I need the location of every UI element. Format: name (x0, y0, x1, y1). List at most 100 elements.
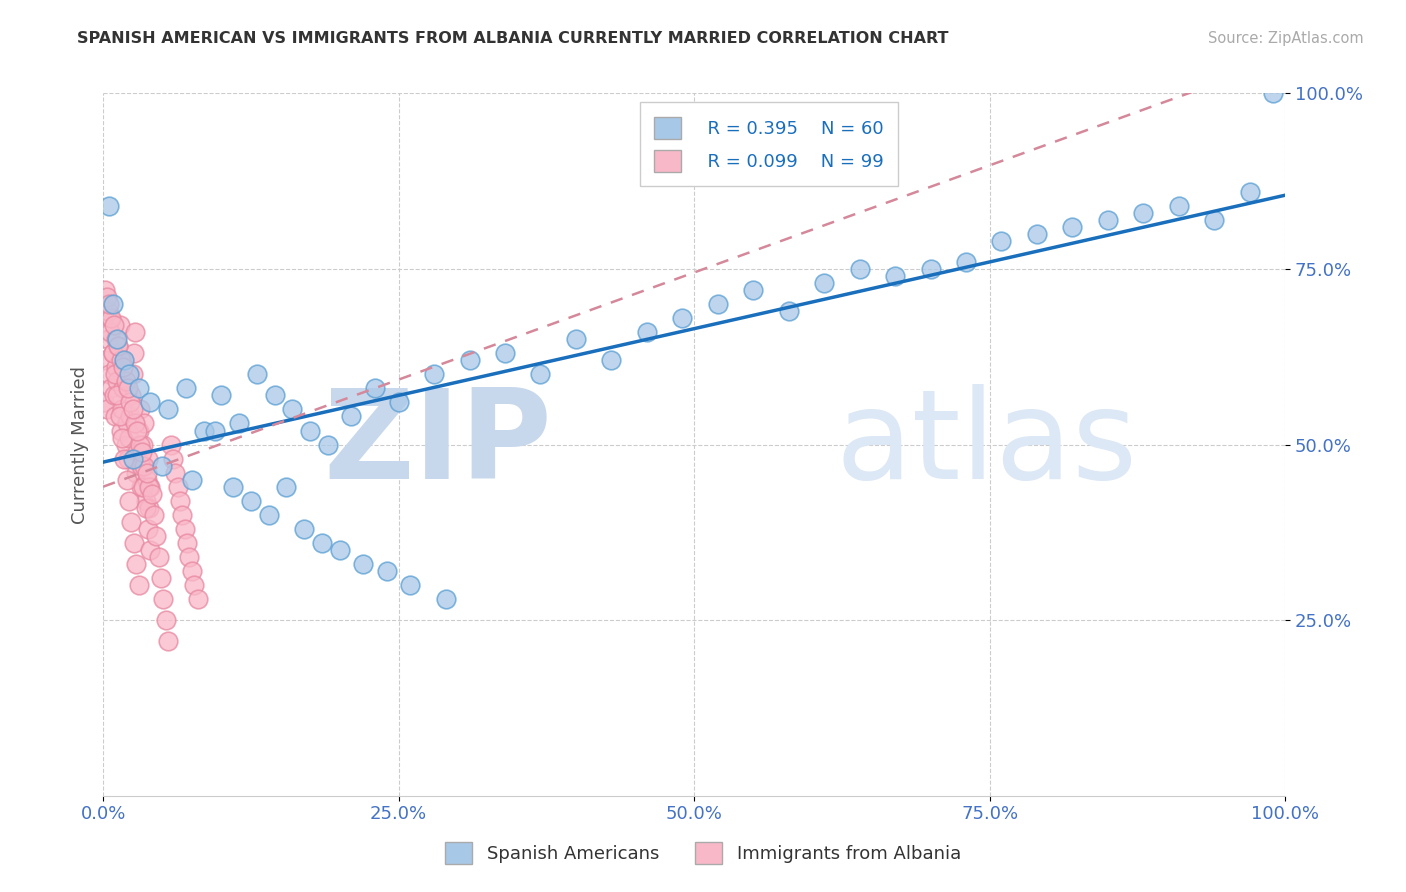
Point (93, 395, 115, 409)
Point (124, 325, 146, 339)
Point (136, 451, 159, 466)
Point (128, 402, 150, 417)
Point (246, 368, 269, 382)
Point (122, 536, 145, 550)
Point (105, 388, 128, 402)
Point (1097, 212, 1119, 227)
Point (105, 332, 128, 346)
Point (399, 578, 422, 592)
Text: ZIP: ZIP (323, 384, 553, 505)
Point (105, 360, 128, 375)
Point (180, 473, 202, 487)
Point (222, 480, 245, 494)
Point (1026, 227, 1049, 241)
Point (193, 424, 215, 438)
Point (328, 543, 350, 558)
Point (138, 480, 160, 494)
Point (145, 529, 167, 543)
Point (187, 592, 209, 607)
Point (101, 297, 124, 311)
Point (172, 508, 194, 522)
Legend:   R = 0.395    N = 60,   R = 0.099    N = 99: R = 0.395 N = 60, R = 0.099 N = 99 (640, 103, 898, 186)
Point (263, 388, 285, 402)
Point (121, 451, 143, 466)
Point (434, 592, 457, 607)
Point (98, 199, 121, 213)
Point (139, 543, 162, 558)
Point (990, 234, 1012, 248)
Point (111, 431, 134, 445)
Point (1239, 185, 1261, 199)
Point (98, 325, 121, 339)
Point (121, 368, 143, 382)
Point (165, 466, 187, 480)
Point (124, 417, 146, 431)
Point (131, 458, 153, 473)
Point (98, 368, 121, 382)
Point (1062, 219, 1084, 234)
Point (114, 437, 136, 451)
Point (100, 311, 122, 326)
Point (162, 451, 184, 466)
Point (707, 297, 730, 311)
Point (118, 431, 141, 445)
Point (166, 480, 188, 494)
Point (311, 536, 333, 550)
Point (239, 493, 262, 508)
Point (169, 493, 191, 508)
Point (352, 557, 374, 571)
Point (884, 268, 907, 283)
Point (117, 381, 139, 395)
Point (742, 283, 765, 297)
Point (298, 424, 321, 438)
Point (118, 493, 141, 508)
Point (105, 332, 128, 346)
Point (920, 262, 942, 277)
Point (129, 480, 152, 494)
Point (141, 487, 163, 501)
Point (101, 346, 124, 360)
Text: atlas: atlas (837, 384, 1137, 505)
Point (157, 634, 180, 648)
Point (150, 571, 173, 585)
Point (600, 353, 623, 368)
Point (112, 451, 135, 466)
Point (388, 395, 411, 409)
Point (131, 444, 153, 458)
Point (104, 409, 127, 424)
Point (112, 353, 135, 368)
Point (107, 339, 129, 353)
Point (112, 353, 135, 368)
Point (114, 375, 136, 389)
Point (129, 458, 152, 473)
Point (458, 353, 481, 368)
Point (157, 402, 180, 417)
Point (108, 409, 131, 424)
Point (276, 480, 298, 494)
Point (128, 381, 150, 395)
Point (100, 381, 122, 395)
Point (955, 255, 977, 269)
Point (128, 437, 150, 451)
Point (122, 346, 145, 360)
Point (135, 500, 157, 515)
Point (176, 536, 198, 550)
Point (281, 402, 304, 417)
Point (121, 402, 143, 417)
Point (96, 402, 118, 417)
Point (112, 360, 135, 375)
Point (257, 508, 280, 522)
Point (132, 437, 155, 451)
Point (150, 458, 173, 473)
Point (292, 522, 315, 536)
Point (121, 388, 143, 402)
Point (136, 522, 159, 536)
Text: Source: ZipAtlas.com: Source: ZipAtlas.com (1208, 31, 1364, 46)
Point (98, 297, 121, 311)
Legend: Spanish Americans, Immigrants from Albania: Spanish Americans, Immigrants from Alban… (430, 828, 976, 879)
Point (204, 424, 226, 438)
Point (183, 578, 205, 592)
Point (152, 592, 174, 607)
Point (155, 613, 177, 627)
Point (120, 409, 142, 424)
